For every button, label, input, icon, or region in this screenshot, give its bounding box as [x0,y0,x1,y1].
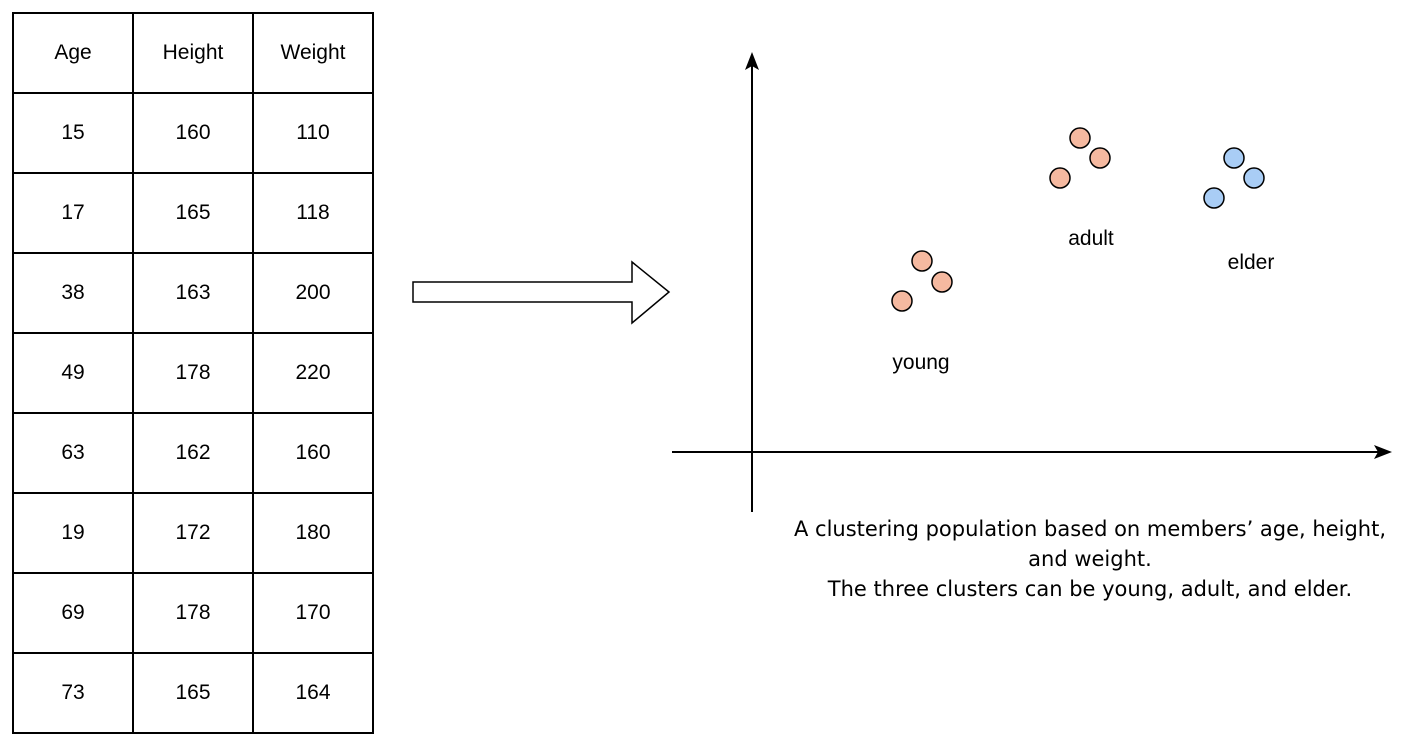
table-row: 63 162 160 [12,412,374,494]
cell-height: 178 [132,332,254,414]
cell-weight: 160 [252,412,374,494]
cluster-point [911,250,933,272]
y-axis-arrowhead-icon [745,52,759,70]
cluster-point [1223,147,1245,169]
table-header-row: Age Height Weight [12,12,374,94]
cell-weight: 170 [252,572,374,654]
cell-weight: 118 [252,172,374,254]
cell-height: 165 [132,652,254,734]
caption-line-1: A clustering population based on members… [793,517,1387,541]
cell-weight: 110 [252,92,374,174]
cluster-label-young: young [892,351,949,374]
table-row: 15 160 110 [12,92,374,174]
cluster-point [891,290,913,312]
cluster-label-adult: adult [1068,227,1114,250]
cell-age: 15 [12,92,134,174]
cluster-point [1049,167,1071,189]
cell-weight: 164 [252,652,374,734]
cell-weight: 220 [252,332,374,414]
table-row: 49 178 220 [12,332,374,414]
cell-height: 165 [132,172,254,254]
cell-height: 172 [132,492,254,574]
table-row: 69 178 170 [12,572,374,654]
cell-weight: 200 [252,252,374,334]
cluster-point [1089,147,1111,169]
cell-age: 49 [12,332,134,414]
table-row: 38 163 200 [12,252,374,334]
cluster-point [1243,167,1265,189]
cluster-point [1069,127,1091,149]
cell-age: 19 [12,492,134,574]
cluster-elder: elder [1203,147,1275,274]
cell-age: 38 [12,252,134,334]
cluster-point [1203,187,1225,209]
header-height: Height [132,12,254,94]
cell-height: 163 [132,252,254,334]
cluster-young: young [891,250,953,374]
cell-height: 160 [132,92,254,174]
table-row: 19 172 180 [12,492,374,574]
cell-weight: 180 [252,492,374,574]
cluster-adult: adult [1049,127,1114,250]
cell-age: 17 [12,172,134,254]
cell-age: 63 [12,412,134,494]
cell-height: 162 [132,412,254,494]
header-age: Age [12,12,134,94]
x-axis-arrowhead-icon [1374,445,1392,459]
cluster-label-elder: elder [1228,251,1275,274]
cluster-point [931,271,953,293]
caption-line-2: and weight. [1028,547,1152,571]
cell-age: 73 [12,652,134,734]
table-row: 17 165 118 [12,172,374,254]
cell-age: 69 [12,572,134,654]
diagram-caption: A clustering population based on members… [780,514,1400,604]
caption-line-3: The three clusters can be young, adult, … [827,577,1353,601]
cell-height: 178 [132,572,254,654]
transform-arrow-icon [412,260,671,325]
header-weight: Weight [252,12,374,94]
data-table: Age Height Weight 15 160 110 17 165 118 … [12,12,374,734]
table-row: 73 165 164 [12,652,374,734]
